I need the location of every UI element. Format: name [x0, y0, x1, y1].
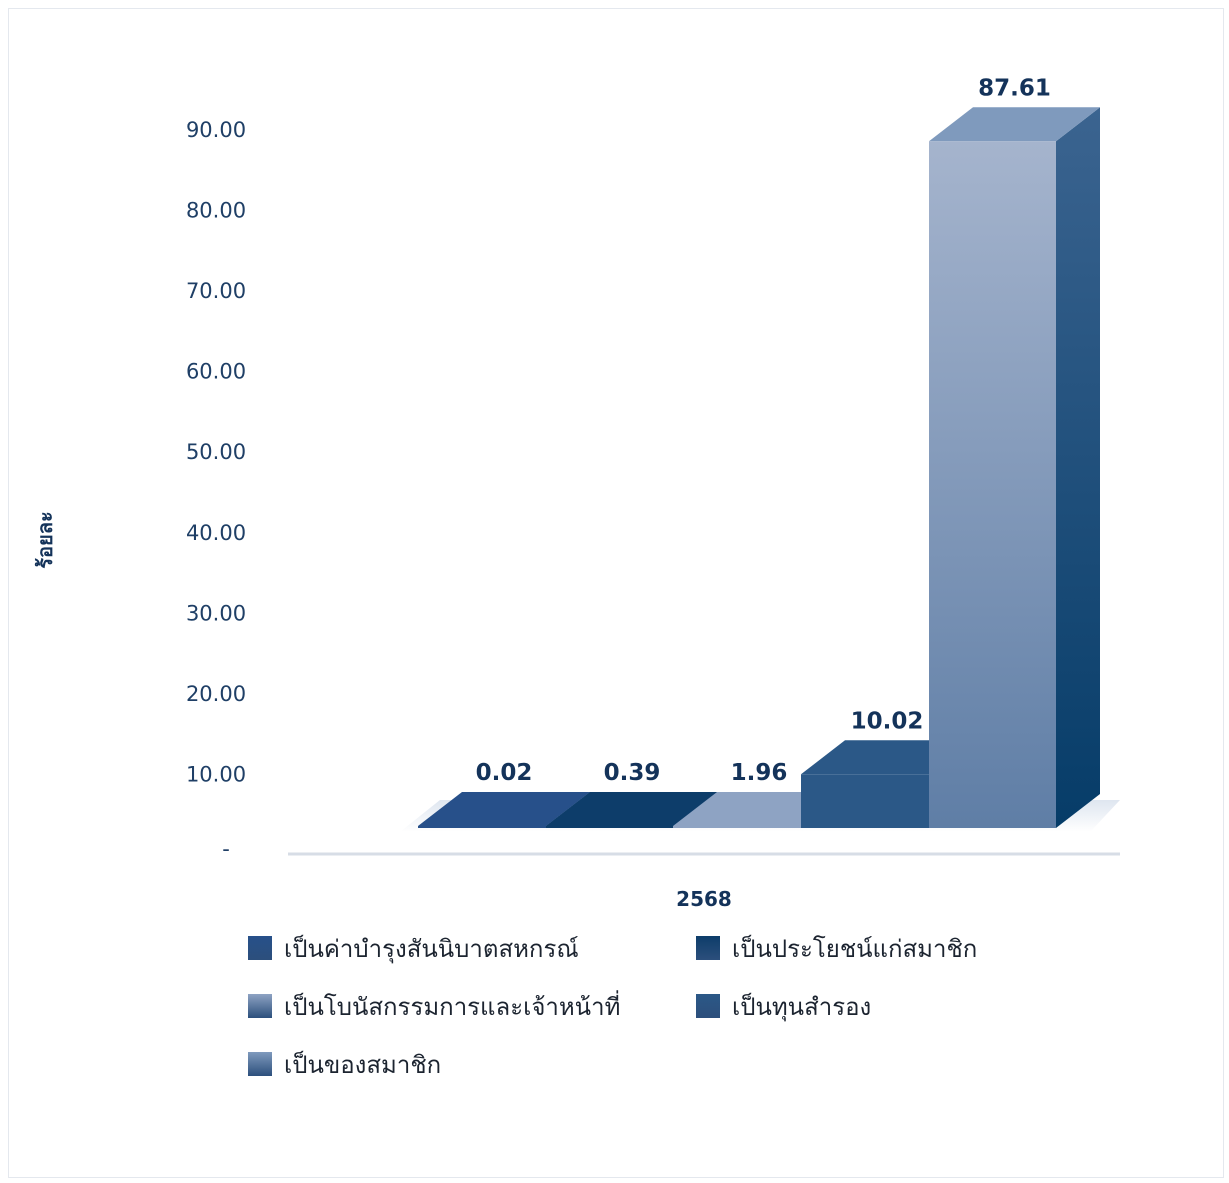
chart-frame: [8, 8, 1224, 1178]
legend-item: เป็นของสมาชิก: [248, 1044, 696, 1084]
legend-item: เป็นประโยชน์แก่สมาชิก: [696, 928, 1048, 968]
bar-top: [929, 107, 1100, 142]
legend-label: เป็นประโยชน์แก่สมาชิก: [732, 934, 978, 963]
legend: เป็นค่าบำรุงสันนิบาตสหกรณ์ เป็นประโยชน์แก…: [248, 928, 1048, 1084]
y-tick-label: 80.00: [186, 199, 246, 223]
bar-front: [418, 826, 546, 828]
legend-label: เป็นโบนัสกรรมการและเจ้าหน้าที่: [284, 992, 621, 1021]
y-tick-label: 30.00: [186, 601, 246, 625]
y-tick-label: 50.00: [186, 440, 246, 464]
bar-front: [801, 774, 929, 828]
bar-front: [929, 141, 1056, 828]
bar-front: [673, 826, 801, 828]
legend-swatch: [248, 994, 272, 1018]
data-label: 1.96: [731, 760, 788, 786]
x-tick-label: 2568: [676, 887, 732, 911]
data-label: 0.02: [476, 760, 533, 786]
y-tick-label: -: [222, 837, 230, 861]
bar-front: [546, 826, 674, 828]
legend-label: เป็นค่าบำรุงสันนิบาตสหกรณ์: [284, 934, 579, 963]
legend-item: เป็นค่าบำรุงสันนิบาตสหกรณ์: [248, 928, 696, 968]
legend-swatch: [248, 936, 272, 960]
y-tick-label: 90.00: [186, 118, 246, 142]
legend-label: เป็นของสมาชิก: [284, 1050, 442, 1079]
data-label: 0.39: [604, 760, 661, 786]
legend-swatch: [696, 994, 720, 1018]
legend-label: เป็นทุนสำรอง: [732, 992, 872, 1021]
y-axis-title: ร้อยละ: [33, 511, 57, 568]
bar-side: [1056, 107, 1100, 828]
y-tick-label: 20.00: [186, 682, 246, 706]
y-tick-label: 10.00: [186, 762, 246, 786]
data-label: 87.61: [978, 75, 1051, 101]
legend-item: เป็นโบนัสกรรมการและเจ้าหน้าที่: [248, 986, 696, 1026]
y-tick-label: 70.00: [186, 279, 246, 303]
data-label: 10.02: [851, 708, 924, 734]
legend-swatch: [248, 1052, 272, 1076]
legend-swatch: [696, 936, 720, 960]
bar-top: [546, 792, 718, 826]
y-tick-label: 40.00: [186, 521, 246, 545]
bar-top: [418, 792, 590, 826]
bar-chart: ร้อยละ - 10.00 20.00 30.00 40.00 50.00 60.00 70.…: [33, 75, 1120, 911]
y-tick-label: 60.00: [186, 360, 246, 384]
legend-item: เป็นทุนสำรอง: [696, 986, 1048, 1026]
